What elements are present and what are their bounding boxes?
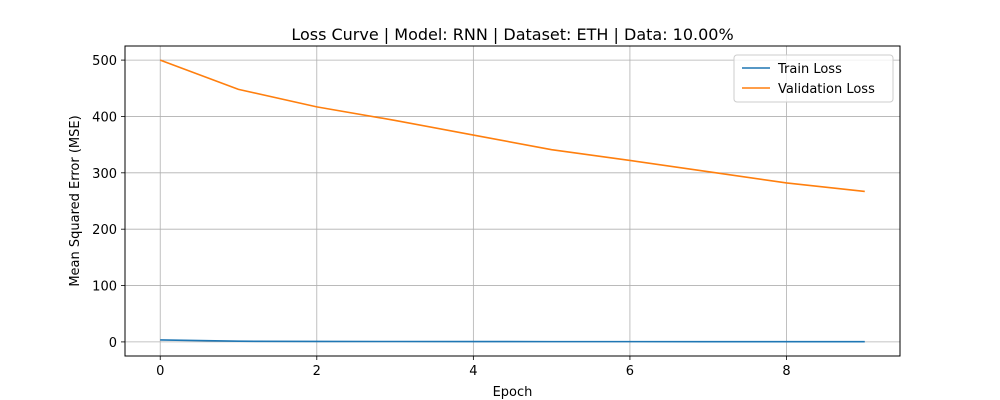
x-tick-label: 0 — [156, 364, 164, 379]
tick-layer: 0 2 4 6 8 0 100 200 300 400 500 — [92, 54, 790, 379]
y-tick-label: 100 — [92, 280, 117, 295]
x-tick-label: 8 — [782, 364, 790, 379]
y-tick-label: 300 — [92, 167, 117, 182]
legend-label-validation-loss: Validation Loss — [778, 82, 875, 97]
x-tick-label: 2 — [313, 364, 321, 379]
x-axis-label: Epoch — [493, 385, 533, 400]
legend: Train Loss Validation Loss — [733, 54, 894, 103]
series-layer — [159, 59, 865, 343]
legend-box — [733, 54, 894, 103]
x-tick-label: 4 — [469, 364, 477, 379]
y-tick-label: 400 — [92, 110, 117, 125]
legend-label-train-loss: Train Loss — [777, 62, 842, 77]
y-tick-label: 0 — [109, 336, 117, 351]
y-tick-label: 500 — [92, 54, 117, 69]
x-tick-label: 6 — [626, 364, 634, 379]
validation-loss-line — [159, 59, 865, 193]
plot-frame — [124, 45, 901, 357]
y-tick-label: 200 — [92, 223, 117, 238]
train-loss-line — [160, 339, 865, 343]
chart-title: Loss Curve | Model: RNN | Dataset: ETH |… — [291, 25, 733, 44]
y-axis-label: Mean Squared Error (MSE) — [68, 115, 83, 286]
